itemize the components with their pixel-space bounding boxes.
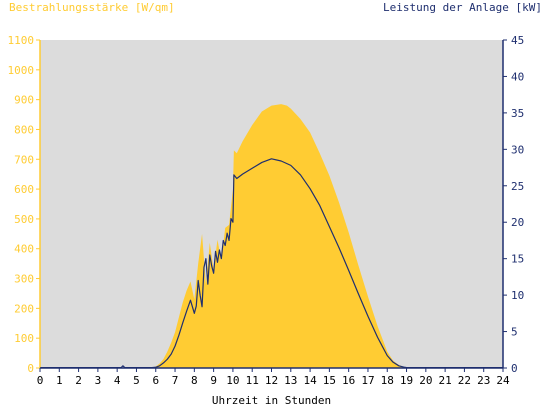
left-tick-label: 300	[14, 273, 34, 286]
x-tick-label: 7	[172, 374, 179, 387]
x-tick-label: 9	[210, 374, 217, 387]
x-tick-label: 19	[400, 374, 413, 387]
right-tick-label: 45	[511, 34, 524, 47]
x-tick-label: 0	[37, 374, 44, 387]
right-tick-label: 15	[511, 253, 524, 266]
x-tick-label: 23	[477, 374, 490, 387]
x-tick-label: 24	[496, 374, 510, 387]
left-axis-title: Bestrahlungsstärke [W/qm]	[9, 1, 175, 14]
left-tick-label: 600	[14, 183, 34, 196]
left-tick-label: 900	[14, 94, 34, 107]
right-axis-title: Leistung der Anlage [kW]	[383, 1, 542, 14]
x-tick-label: 12	[265, 374, 278, 387]
left-axis-ticks: 0 100 200 300 400 500 600 700 800 900 1000 1100	[8, 34, 40, 375]
right-tick-label: 40	[511, 70, 524, 83]
x-tick-label: 5	[133, 374, 140, 387]
power-line-layer	[40, 158, 503, 369]
irradiance-area	[40, 104, 503, 369]
right-tick-label: 25	[511, 180, 524, 193]
x-tick-label: 2	[75, 374, 82, 387]
x-tick-label: 18	[381, 374, 394, 387]
left-tick-label: 700	[14, 153, 34, 166]
x-tick-label: 21	[439, 374, 452, 387]
right-tick-label: 35	[511, 107, 524, 120]
x-tick-label: 16	[342, 374, 355, 387]
x-tick-label: 8	[191, 374, 198, 387]
left-tick-label: 1000	[8, 64, 35, 77]
right-tick-label: 30	[511, 143, 524, 156]
x-tick-label: 6	[152, 374, 159, 387]
x-tick-label: 20	[419, 374, 432, 387]
x-tick-label: 14	[303, 374, 317, 387]
power-line	[40, 158, 503, 369]
right-axis-ticks: 0 5 10 15 20 25 30 35 40 45	[503, 34, 524, 375]
left-tick-label: 800	[14, 123, 34, 136]
left-tick-label: 1100	[8, 34, 35, 47]
x-axis-label: Uhrzeit in Stunden	[212, 394, 331, 407]
x-tick-label: 4	[114, 374, 121, 387]
left-tick-label: 400	[14, 243, 34, 256]
right-tick-label: 0	[511, 362, 518, 375]
x-tick-label: 17	[361, 374, 374, 387]
x-tick-label: 22	[458, 374, 471, 387]
x-tick-label: 10	[226, 374, 239, 387]
right-tick-label: 10	[511, 289, 524, 302]
x-tick-label: 1	[56, 374, 63, 387]
x-tick-label: 13	[284, 374, 297, 387]
x-axis-ticks: 0 1 2 3 4 5 6 7 8 9 10 11 12 13 14 15 16 17 18 19 20 21 22 23 24	[37, 368, 510, 387]
left-tick-label: 200	[14, 302, 34, 315]
x-tick-label: 11	[246, 374, 259, 387]
x-tick-label: 3	[95, 374, 102, 387]
right-tick-label: 5	[511, 326, 518, 339]
right-tick-label: 20	[511, 216, 524, 229]
x-tick-label: 15	[323, 374, 336, 387]
irradiance-area-layer	[40, 104, 503, 369]
left-tick-label: 100	[14, 332, 34, 345]
left-tick-label: 500	[14, 213, 34, 226]
left-tick-label: 0	[27, 362, 34, 375]
